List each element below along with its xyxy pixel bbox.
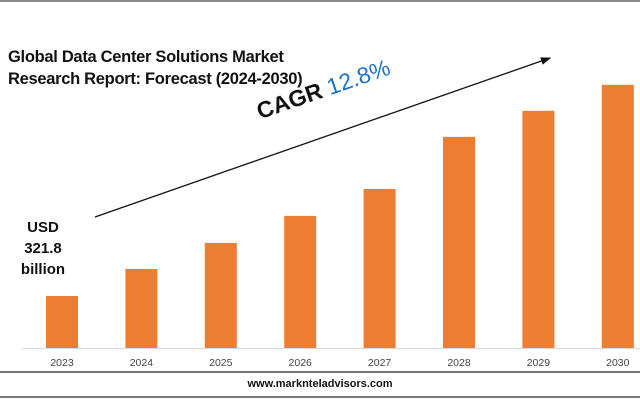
bar-2023 <box>46 295 78 348</box>
growth-arrow <box>94 57 552 218</box>
x-tick-label: 2024 <box>130 357 154 369</box>
chart-title: Global Data Center Solutions Market Rese… <box>8 48 303 88</box>
footer-website: www.marknteladvisors.com <box>247 378 393 390</box>
bar-2027 <box>363 188 396 348</box>
bar-2024 <box>125 268 158 348</box>
start-value-currency: USD <box>27 219 59 236</box>
bottom-border <box>0 396 640 398</box>
x-tick-label: 2030 <box>606 357 630 369</box>
bar-2028 <box>443 136 475 348</box>
bar-2025 <box>204 242 237 348</box>
x-tick-label: 2028 <box>447 357 471 369</box>
top-border <box>0 0 640 2</box>
x-tick-label: 2026 <box>289 357 313 369</box>
footer-divider <box>0 371 640 373</box>
bar-2030 <box>601 84 634 348</box>
x-tick-label: 2029 <box>527 357 551 369</box>
bar-2026 <box>284 215 317 348</box>
x-tick-label: 2025 <box>209 357 233 369</box>
start-value-label: USD 321.8 billion <box>14 217 72 280</box>
x-tick-label: 2027 <box>368 357 392 369</box>
x-tick-label: 2023 <box>50 357 74 369</box>
bar-2029 <box>522 110 555 349</box>
start-value-number: 321.8 <box>24 240 62 257</box>
start-value-unit: billion <box>20 261 66 278</box>
